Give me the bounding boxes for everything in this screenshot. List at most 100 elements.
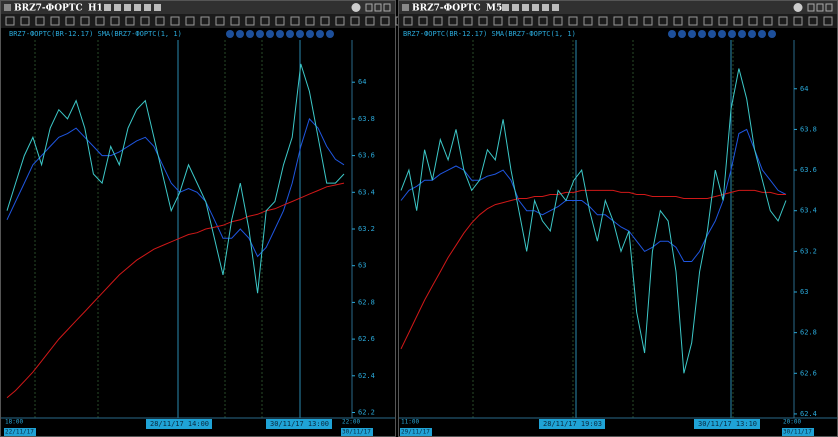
nav-button[interactable] — [266, 30, 274, 38]
draw-tool[interactable] — [215, 16, 225, 26]
draw-tool[interactable] — [275, 16, 285, 26]
nav-button[interactable] — [316, 30, 324, 38]
draw-tool[interactable] — [125, 16, 135, 26]
draw-tool[interactable] — [365, 16, 375, 26]
draw-tool[interactable] — [140, 16, 150, 26]
draw-tool[interactable] — [583, 16, 593, 26]
tool-icon[interactable] — [124, 4, 131, 11]
draw-tool[interactable] — [508, 16, 518, 26]
draw-tool[interactable] — [448, 16, 458, 26]
nav-button[interactable] — [698, 30, 706, 38]
draw-tool[interactable] — [350, 16, 360, 26]
draw-tool[interactable] — [553, 16, 563, 26]
draw-tool[interactable] — [200, 16, 210, 26]
window-button[interactable] — [365, 3, 373, 12]
nav-button[interactable] — [708, 30, 716, 38]
draw-tool[interactable] — [703, 16, 713, 26]
draw-tool[interactable] — [718, 16, 728, 26]
tool-icon[interactable] — [542, 4, 549, 11]
window-button[interactable] — [816, 3, 824, 12]
nav-button[interactable] — [768, 30, 776, 38]
draw-tool[interactable] — [35, 16, 45, 26]
draw-tool[interactable] — [320, 16, 330, 26]
nav-button[interactable] — [236, 30, 244, 38]
nav-button[interactable] — [678, 30, 686, 38]
tool-icon[interactable] — [502, 4, 509, 11]
y-tick-label: 63.4 — [800, 207, 817, 215]
draw-tool[interactable] — [20, 16, 30, 26]
draw-tool[interactable] — [733, 16, 743, 26]
nav-button[interactable] — [688, 30, 696, 38]
draw-tool[interactable] — [418, 16, 428, 26]
tool-icon[interactable] — [552, 4, 559, 11]
tool-icon[interactable] — [144, 4, 151, 11]
nav-button[interactable] — [668, 30, 676, 38]
currency-button[interactable] — [793, 3, 803, 12]
draw-tool[interactable] — [65, 16, 75, 26]
draw-tool[interactable] — [403, 16, 413, 26]
draw-tool[interactable] — [110, 16, 120, 26]
nav-button[interactable] — [738, 30, 746, 38]
draw-tool[interactable] — [5, 16, 15, 26]
time-label: 30/11/17 13:10 — [698, 420, 757, 428]
draw-tool[interactable] — [748, 16, 758, 26]
draw-tool[interactable] — [763, 16, 773, 26]
nav-button[interactable] — [276, 30, 284, 38]
nav-button[interactable] — [286, 30, 294, 38]
window-button[interactable] — [807, 3, 815, 12]
draw-tool[interactable] — [613, 16, 623, 26]
window-button[interactable] — [374, 3, 382, 12]
tool-icon[interactable] — [154, 4, 161, 11]
draw-tool[interactable] — [335, 16, 345, 26]
draw-tool[interactable] — [658, 16, 668, 26]
nav-button[interactable] — [226, 30, 234, 38]
draw-tool[interactable] — [50, 16, 60, 26]
draw-tool[interactable] — [185, 16, 195, 26]
draw-tool[interactable] — [643, 16, 653, 26]
nav-button[interactable] — [256, 30, 264, 38]
draw-tool[interactable] — [230, 16, 240, 26]
tool-icon[interactable] — [522, 4, 529, 11]
tool-icon[interactable] — [114, 4, 121, 11]
tool-icon[interactable] — [104, 4, 111, 11]
draw-tool[interactable] — [823, 16, 833, 26]
y-tick-label: 62.6 — [358, 335, 375, 343]
draw-tool[interactable] — [538, 16, 548, 26]
nav-button[interactable] — [306, 30, 314, 38]
nav-button[interactable] — [758, 30, 766, 38]
draw-tool[interactable] — [95, 16, 105, 26]
draw-tool[interactable] — [463, 16, 473, 26]
draw-tool[interactable] — [433, 16, 443, 26]
window-button[interactable] — [383, 3, 391, 12]
nav-button[interactable] — [326, 30, 334, 38]
draw-tool[interactable] — [493, 16, 503, 26]
currency-button[interactable] — [351, 3, 361, 12]
nav-button[interactable] — [296, 30, 304, 38]
draw-tool[interactable] — [245, 16, 255, 26]
draw-tool[interactable] — [523, 16, 533, 26]
draw-tool[interactable] — [155, 16, 165, 26]
tool-icon[interactable] — [512, 4, 519, 11]
draw-tool[interactable] — [290, 16, 300, 26]
draw-tool[interactable] — [260, 16, 270, 26]
draw-tool[interactable] — [688, 16, 698, 26]
draw-tool[interactable] — [305, 16, 315, 26]
draw-tool[interactable] — [628, 16, 638, 26]
draw-tool[interactable] — [598, 16, 608, 26]
tool-icon[interactable] — [134, 4, 141, 11]
window-button[interactable] — [825, 3, 833, 12]
nav-button[interactable] — [748, 30, 756, 38]
draw-tool[interactable] — [80, 16, 90, 26]
draw-tool[interactable] — [673, 16, 683, 26]
draw-tool[interactable] — [380, 16, 390, 26]
draw-tool[interactable] — [170, 16, 180, 26]
draw-tool[interactable] — [793, 16, 803, 26]
draw-tool[interactable] — [568, 16, 578, 26]
draw-tool[interactable] — [478, 16, 488, 26]
nav-button[interactable] — [718, 30, 726, 38]
nav-button[interactable] — [246, 30, 254, 38]
draw-tool[interactable] — [778, 16, 788, 26]
draw-tool[interactable] — [808, 16, 818, 26]
nav-button[interactable] — [728, 30, 736, 38]
tool-icon[interactable] — [532, 4, 539, 11]
